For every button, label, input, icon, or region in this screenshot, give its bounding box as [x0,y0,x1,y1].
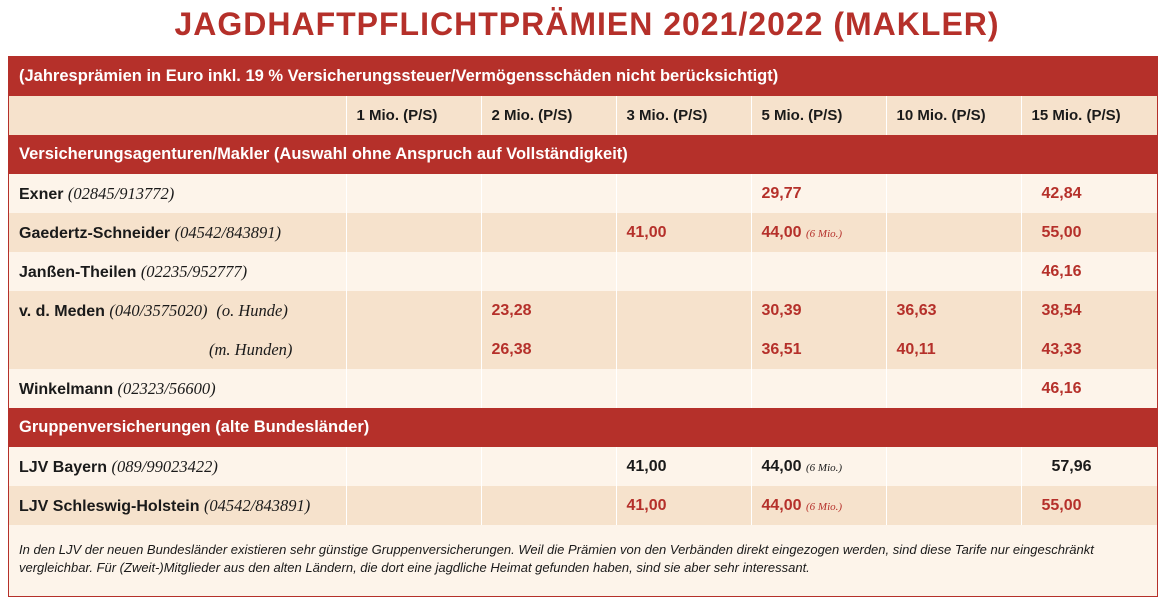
premium-value: 41,00 [626,223,667,241]
premium-value: 36,63 [896,301,937,319]
premium-value: 57,96 [1051,457,1092,475]
phone-number: (089/99023422) [111,456,218,476]
premium-value: 42,84 [1041,184,1082,202]
coverage-note: (6 Mio.) [806,500,843,513]
header-band-row: (Jahresprämien in Euro inkl. 19 % Versic… [9,57,1158,96]
page-title: JAGDHAFTPFLICHTPRÄMIEN 2021/2022 (MAKLER… [174,6,1000,42]
premium-value: 55,00 [1041,223,1082,241]
insurer-name: Winkelmann [19,380,114,398]
section-row: Versicherungsagenturen/Makler (Auswahl o… [9,135,1158,174]
premium-value: 40,11 [896,340,936,358]
coverage-note: (6 Mio.) [806,461,843,474]
row-label: Winkelmann (02323/56600) [9,369,347,408]
table-row: Janßen-Theilen (02235/952777) 46,16 [9,252,1158,291]
premium-value: 44,00 [761,496,802,514]
table-row: Winkelmann (02323/56600) 46,16 [9,369,1158,408]
column-header-row: 1 Mio. (P/S) 2 Mio. (P/S) 3 Mio. (P/S) 5… [9,96,1158,135]
column-header: 3 Mio. (P/S) [616,96,752,135]
row-label: (m. Hunden) [9,330,347,369]
row-qualifier: (m. Hunden) [209,339,293,359]
row-label: Gaedertz-Schneider (04542/843891) [9,213,347,252]
column-header: 10 Mio. (P/S) [886,96,1022,135]
column-header: 15 Mio. (P/S) [1021,96,1158,135]
premium-value: 23,28 [491,301,532,319]
premium-value: 44,00 [761,223,802,241]
column-header: 1 Mio. (P/S) [346,96,482,135]
table-row: LJV Bayern (089/99023422) 41,00 44,00 (6… [9,447,1158,486]
insurer-name: LJV Bayern [19,458,108,476]
premium-value: 46,16 [1041,379,1082,397]
insurer-name: Janßen-Theilen [19,263,137,281]
premium-table: (Jahresprämien in Euro inkl. 19 % Versic… [9,57,1158,525]
column-header: 2 Mio. (P/S) [481,96,617,135]
row-label: v. d. Meden (040/3575020) (o. Hunde) [9,291,347,330]
column-header-empty [9,96,347,135]
table-row: Exner (02845/913772) 29,77 42,84 [9,174,1158,213]
premium-value: 46,16 [1041,262,1082,280]
table-row: LJV Schleswig-Holstein (04542/843891) 41… [9,486,1158,525]
row-qualifier: (o. Hunde) [216,300,288,320]
section-heading: Versicherungsagenturen/Makler (Auswahl o… [9,135,1158,174]
insurer-name: Gaedertz-Schneider [19,224,171,242]
table-row: v. d. Meden (040/3575020) (o. Hunde) 23,… [9,291,1158,330]
phone-number: (02845/913772) [67,183,175,203]
premium-value: 41,00 [626,457,667,475]
row-label: LJV Schleswig-Holstein (04542/843891) [9,486,347,525]
section-heading: Gruppenversicherungen (alte Bundesländer… [9,408,1158,447]
phone-number: (02323/56600) [117,378,216,398]
column-header: 5 Mio. (P/S) [751,96,887,135]
premium-value: 43,33 [1041,340,1082,358]
phone-number: (04542/843891) [174,222,281,242]
premium-value: 26,38 [491,340,532,358]
footnote: In den LJV der neuen Bundesländer existi… [19,542,1094,575]
premium-table-frame: (Jahresprämien in Euro inkl. 19 % Versic… [8,56,1158,597]
premium-value: 30,39 [761,301,802,319]
row-label: Exner (02845/913772) [9,174,347,213]
insurer-name: Exner [19,185,64,203]
premium-value: 44,00 [761,457,802,475]
phone-number: (040/3575020) [109,300,208,320]
header-band: (Jahresprämien in Euro inkl. 19 % Versic… [9,57,1158,96]
section-row: Gruppenversicherungen (alte Bundesländer… [9,408,1158,447]
row-label: Janßen-Theilen (02235/952777) [9,252,347,291]
insurer-name: v. d. Meden [19,302,105,320]
table-row: (m. Hunden) 26,38 36,51 40,11 43,33 [9,330,1158,369]
phone-number: (02235/952777) [140,261,248,281]
premium-value: 38,54 [1041,301,1082,319]
table-row: Gaedertz-Schneider (04542/843891) 41,00 … [9,213,1158,252]
premium-value: 55,00 [1041,496,1082,514]
coverage-note: (6 Mio.) [806,227,843,240]
premium-value: 36,51 [761,340,802,358]
premium-value: 29,77 [761,184,802,202]
insurer-name: LJV Schleswig-Holstein [19,497,200,515]
row-label: LJV Bayern (089/99023422) [9,447,347,486]
phone-number: (04542/843891) [203,495,311,515]
premium-value: 41,00 [626,496,667,514]
